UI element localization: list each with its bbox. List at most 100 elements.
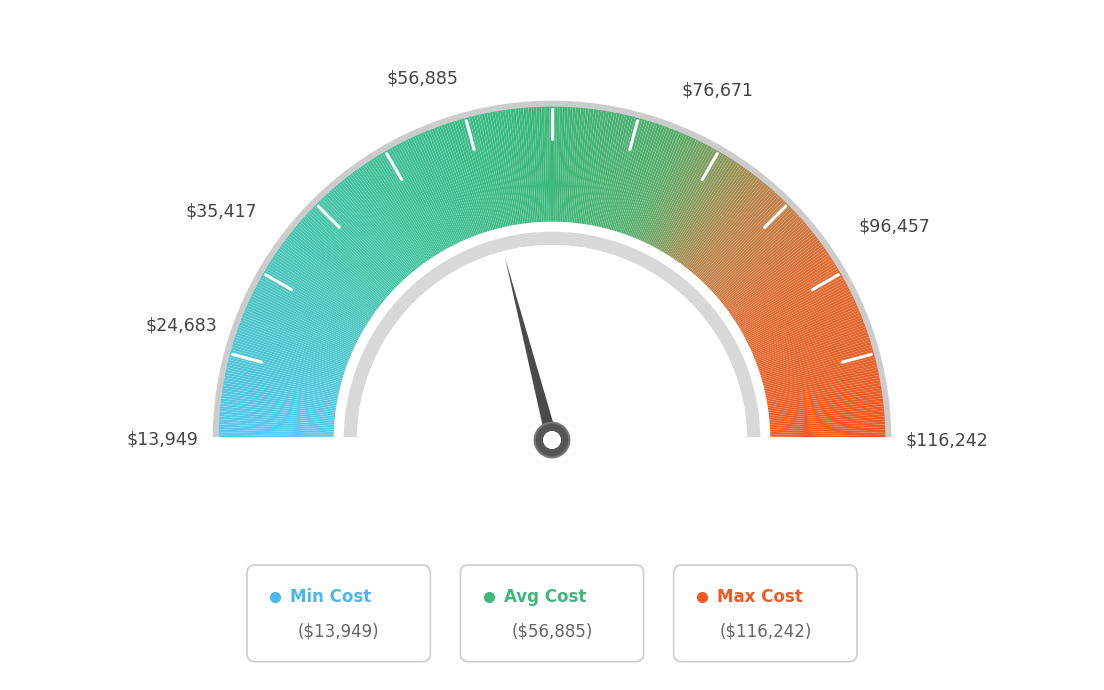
Wedge shape	[222, 393, 336, 411]
Wedge shape	[765, 365, 878, 393]
Wedge shape	[753, 308, 859, 355]
Wedge shape	[753, 310, 860, 357]
Wedge shape	[581, 110, 599, 224]
Wedge shape	[371, 159, 435, 257]
Wedge shape	[229, 357, 340, 387]
Wedge shape	[220, 406, 335, 420]
Wedge shape	[378, 155, 439, 254]
Wedge shape	[459, 119, 492, 230]
Wedge shape	[687, 178, 761, 270]
Wedge shape	[444, 124, 482, 233]
Wedge shape	[311, 208, 395, 289]
Wedge shape	[223, 385, 337, 406]
Wedge shape	[241, 319, 349, 363]
Wedge shape	[592, 112, 615, 226]
Wedge shape	[526, 108, 537, 222]
Wedge shape	[399, 143, 453, 246]
Wedge shape	[346, 177, 418, 268]
Wedge shape	[269, 262, 368, 324]
Wedge shape	[764, 357, 875, 387]
Wedge shape	[278, 248, 373, 316]
Wedge shape	[605, 117, 635, 228]
Wedge shape	[645, 139, 697, 243]
Wedge shape	[550, 107, 552, 221]
Wedge shape	[606, 117, 637, 229]
Wedge shape	[226, 365, 339, 393]
Wedge shape	[710, 210, 795, 290]
Wedge shape	[704, 201, 786, 284]
Wedge shape	[711, 212, 797, 292]
Wedge shape	[713, 216, 800, 295]
FancyBboxPatch shape	[247, 565, 431, 662]
Wedge shape	[769, 411, 884, 423]
Wedge shape	[739, 268, 839, 329]
Text: $76,671: $76,671	[682, 81, 754, 99]
Wedge shape	[716, 221, 806, 298]
Wedge shape	[264, 270, 364, 331]
Wedge shape	[231, 350, 342, 382]
Wedge shape	[219, 432, 333, 437]
Wedge shape	[743, 277, 845, 335]
Wedge shape	[505, 110, 523, 224]
Wedge shape	[497, 111, 518, 225]
Wedge shape	[652, 144, 708, 247]
Wedge shape	[570, 108, 581, 222]
Wedge shape	[724, 236, 817, 308]
Wedge shape	[693, 186, 771, 275]
Wedge shape	[666, 156, 729, 255]
Wedge shape	[272, 257, 370, 322]
Text: $116,242: $116,242	[905, 431, 988, 449]
Wedge shape	[769, 406, 884, 420]
Wedge shape	[219, 437, 333, 440]
Wedge shape	[306, 214, 392, 293]
Wedge shape	[771, 432, 885, 437]
Wedge shape	[768, 395, 883, 413]
Wedge shape	[259, 277, 361, 335]
Wedge shape	[469, 117, 499, 228]
Wedge shape	[221, 404, 335, 417]
Wedge shape	[403, 141, 456, 245]
Wedge shape	[275, 253, 371, 319]
Text: $13,949: $13,949	[127, 431, 199, 449]
Wedge shape	[622, 124, 660, 233]
Wedge shape	[641, 136, 691, 242]
Wedge shape	[555, 107, 560, 221]
Wedge shape	[294, 228, 384, 302]
Wedge shape	[715, 219, 804, 297]
Wedge shape	[623, 125, 662, 234]
Wedge shape	[283, 242, 376, 312]
Wedge shape	[719, 226, 809, 301]
Wedge shape	[357, 245, 747, 440]
Wedge shape	[343, 232, 761, 440]
Wedge shape	[599, 115, 627, 227]
Text: Max Cost: Max Cost	[716, 588, 803, 606]
Wedge shape	[766, 377, 880, 401]
Wedge shape	[747, 291, 851, 344]
Wedge shape	[564, 107, 573, 222]
Wedge shape	[516, 108, 530, 223]
Wedge shape	[583, 110, 602, 224]
Wedge shape	[558, 107, 562, 221]
Wedge shape	[767, 383, 881, 404]
Wedge shape	[722, 232, 814, 305]
Wedge shape	[343, 178, 417, 270]
Wedge shape	[258, 279, 361, 336]
Wedge shape	[429, 129, 474, 237]
Wedge shape	[636, 132, 682, 239]
Wedge shape	[270, 259, 369, 323]
Wedge shape	[602, 115, 629, 228]
Wedge shape	[284, 240, 378, 310]
Wedge shape	[219, 435, 333, 438]
Wedge shape	[668, 157, 731, 256]
Wedge shape	[420, 133, 467, 239]
Wedge shape	[741, 273, 841, 332]
Wedge shape	[627, 127, 670, 236]
Wedge shape	[699, 193, 778, 279]
Text: Avg Cost: Avg Cost	[503, 588, 586, 606]
Wedge shape	[697, 190, 774, 277]
Wedge shape	[495, 111, 517, 225]
Wedge shape	[756, 322, 864, 364]
Wedge shape	[461, 119, 495, 230]
Wedge shape	[373, 157, 436, 256]
Wedge shape	[220, 417, 335, 426]
